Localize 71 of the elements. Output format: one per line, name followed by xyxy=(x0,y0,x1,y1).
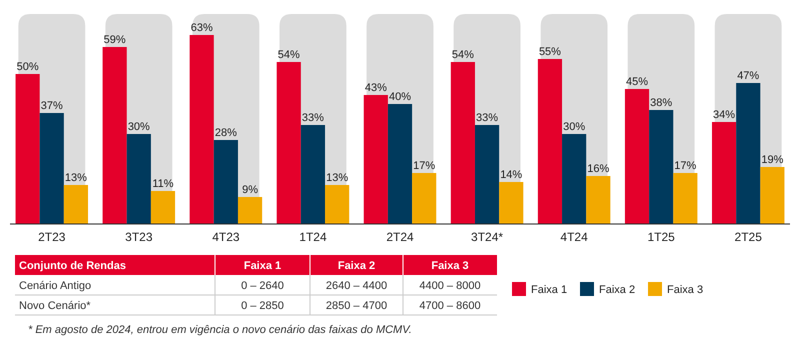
data-label: 11% xyxy=(152,178,174,190)
x-tick-label: 2T24 xyxy=(386,230,414,244)
data-label: 14% xyxy=(500,169,522,181)
data-label: 30% xyxy=(563,121,586,133)
text: 0 – 2850 xyxy=(241,300,284,312)
text: Cenário Antigo xyxy=(19,280,92,292)
text: Novo Cenário* xyxy=(19,300,92,312)
x-tick-label: 1T24 xyxy=(299,230,327,244)
bar xyxy=(300,125,326,224)
legend-label: Faixa 2 xyxy=(599,284,636,296)
bar xyxy=(412,173,436,224)
data-label: 9% xyxy=(242,184,258,196)
data-label: 43% xyxy=(364,82,388,94)
data-label: 55% xyxy=(538,46,562,58)
x-tick-label: 4T23 xyxy=(212,230,240,244)
data-label: 50% xyxy=(16,61,39,73)
data-label: 40% xyxy=(388,91,412,103)
data-label: 38% xyxy=(650,97,672,109)
bar xyxy=(325,185,350,224)
x-tick-label: 2T25 xyxy=(734,230,762,244)
bar xyxy=(562,134,586,224)
text: 4700 – 8600 xyxy=(419,300,481,312)
data-label: 37% xyxy=(40,100,64,112)
x-tick-label: 2T23 xyxy=(38,230,66,244)
text: 2640 – 4400 xyxy=(326,280,388,292)
data-label: 54% xyxy=(278,49,300,61)
text: 2850 – 4700 xyxy=(326,300,388,312)
text: Conjunto de Rendas xyxy=(19,260,126,272)
data-label: 34% xyxy=(713,109,736,121)
data-label: 63% xyxy=(190,22,213,34)
data-label: 59% xyxy=(104,34,126,46)
data-label: 47% xyxy=(737,70,760,82)
x-tick-label: 1T25 xyxy=(647,230,676,244)
data-label: 54% xyxy=(452,49,474,61)
text: Faixa 1 xyxy=(244,260,282,272)
bar xyxy=(474,125,500,224)
bar xyxy=(40,113,64,224)
data-label: 30% xyxy=(128,121,150,133)
data-label: 45% xyxy=(626,76,648,88)
data-label: 17% xyxy=(674,160,697,172)
bar xyxy=(126,134,151,224)
bar xyxy=(499,182,524,224)
bar xyxy=(586,176,610,224)
text: 0 – 2640 xyxy=(241,280,284,292)
bar xyxy=(649,110,674,224)
text: Faixa 3 xyxy=(431,260,469,272)
bar xyxy=(712,122,736,224)
legend-label: Faixa 3 xyxy=(667,284,704,296)
x-tick-label: 3T24* xyxy=(471,230,504,244)
x-tick-label: 3T23 xyxy=(125,230,153,244)
data-label: 33% xyxy=(302,112,324,124)
legend-label: Faixa 1 xyxy=(531,284,568,296)
text: * Em agosto de 2024, entrou em vigência o novo cenário das faixas do MCMV. xyxy=(28,324,412,336)
bar xyxy=(736,83,760,224)
text: 4400 – 8000 xyxy=(419,280,481,292)
bar xyxy=(624,89,650,224)
data-label: 13% xyxy=(64,172,88,184)
data-label: 19% xyxy=(761,154,784,166)
data-label: 33% xyxy=(476,112,498,124)
bar xyxy=(760,167,784,224)
data-label: 16% xyxy=(587,163,610,175)
bar xyxy=(150,191,176,224)
data-label: 13% xyxy=(326,172,348,184)
bar xyxy=(214,140,238,224)
data-label: 17% xyxy=(413,160,436,172)
x-tick-label: 4T24 xyxy=(560,230,588,244)
text: Faixa 2 xyxy=(338,260,376,272)
bar xyxy=(238,197,262,224)
bar xyxy=(673,173,698,224)
data-label: 28% xyxy=(214,127,238,139)
bar xyxy=(64,185,88,224)
